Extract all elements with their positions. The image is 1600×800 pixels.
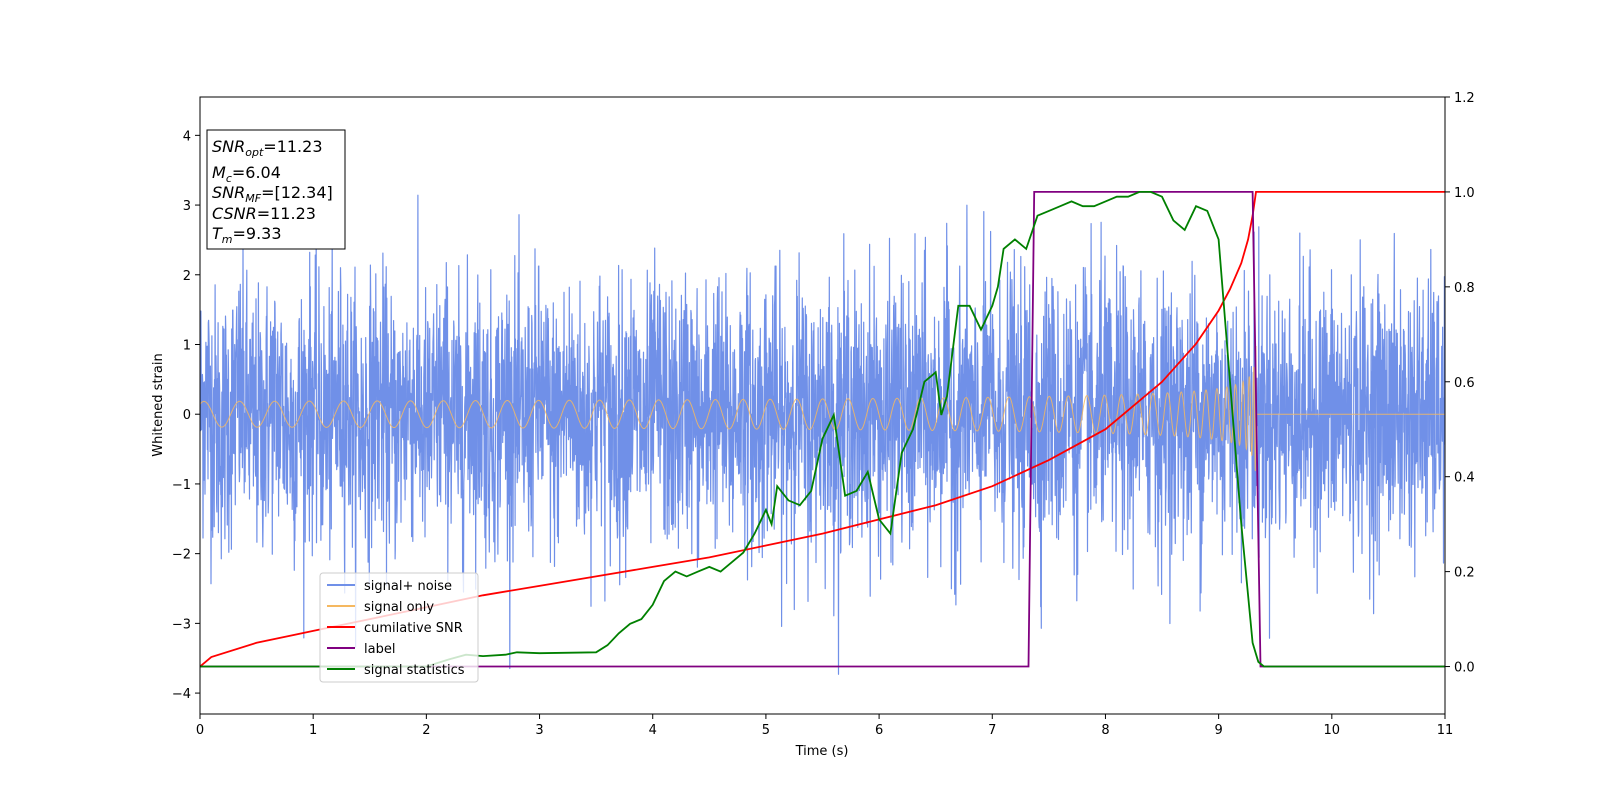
y-tick-label-left: 4 (183, 129, 191, 144)
legend-frame (319, 572, 479, 683)
x-tick-label: 8 (1101, 723, 1109, 738)
x-tick-label: 1 (309, 723, 317, 738)
y-tick-label-right: 0.2 (1454, 566, 1475, 581)
x-tick-label: 7 (988, 723, 996, 738)
info-box: SNRopt=11.23 Mc=6.04 SNRMF=[12.34] CSNR=… (206, 129, 346, 250)
y-tick-label-left: −2 (172, 548, 191, 563)
y-axis-right: 0.0 0.2 0.4 0.6 0.8 1.0 1.2 (1445, 91, 1475, 676)
y-tick-label-right: 0.4 (1454, 471, 1475, 486)
y-tick-label-left: 3 (183, 199, 191, 214)
y-tick-label-left: 0 (183, 408, 191, 423)
y-tick-label-left: 2 (183, 269, 191, 284)
x-tick-label: 4 (649, 723, 657, 738)
x-tick-label: 5 (762, 723, 770, 738)
y-tick-label-right: 1.2 (1454, 91, 1475, 106)
y-axis-label: Whitened strain (151, 353, 166, 456)
legend-label-cumilative-snr: cumilative SNR (364, 621, 463, 636)
legend-label-signal-plus-noise: signal+ noise (364, 579, 452, 594)
info-box-frame (206, 129, 346, 250)
y-tick-label-right: 0.0 (1454, 661, 1475, 676)
info-snr-opt: SNRopt=11.23 (212, 137, 323, 159)
info-csnr: CSNR=11.23 (212, 204, 316, 223)
y-tick-label-left: −1 (172, 478, 191, 493)
legend: signal+ noise signal only cumilative SNR… (319, 572, 479, 683)
y-axis-left: −4 −3 −2 −1 0 1 2 3 4 (172, 129, 200, 702)
plot-frame (199, 96, 1446, 715)
y-tick-label-left: −4 (172, 687, 191, 702)
series-line-signal-statistics (200, 191, 1445, 668)
y-tick-label-right: 0.8 (1454, 281, 1475, 296)
x-axis-label: Time (s) (795, 744, 849, 759)
info-mc: Mc=6.04 (212, 163, 281, 185)
y-tick-label-right: 1.0 (1454, 186, 1475, 201)
legend-label-label: label (364, 642, 395, 657)
x-tick-label: 6 (875, 723, 883, 738)
x-tick-label: 3 (535, 723, 543, 738)
x-tick-label: 0 (196, 723, 204, 738)
x-axis: 0 1 2 3 4 5 6 7 8 9 10 11 (196, 714, 1453, 738)
info-tm: Tm=9.33 (212, 224, 282, 246)
x-tick-label: 10 (1324, 723, 1341, 738)
y-tick-label-right: 0.6 (1454, 376, 1475, 391)
y-tick-label-left: 1 (183, 338, 191, 353)
legend-label-signal-statistics: signal statistics (364, 663, 465, 678)
x-tick-label: 9 (1214, 723, 1222, 738)
legend-label-signal-only: signal only (364, 600, 434, 615)
info-snr-mf: SNRMF=[12.34] (212, 183, 333, 205)
y-tick-label-left: −3 (172, 617, 191, 632)
x-tick-label: 11 (1437, 723, 1454, 738)
x-tick-label: 2 (422, 723, 430, 738)
series-line-signal-only (200, 346, 1445, 472)
